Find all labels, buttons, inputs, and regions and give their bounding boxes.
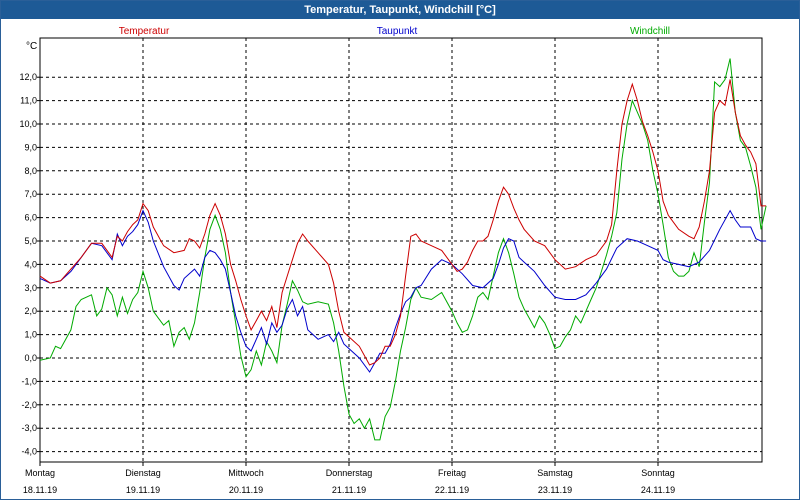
y-tick-label: -4,0 [21, 447, 37, 457]
y-tick-label: 8,0 [24, 166, 37, 176]
x-tick-date: 19.11.19 [126, 485, 160, 495]
y-tick-label: 11,0 [20, 96, 37, 106]
y-tick-label: 7,0 [24, 189, 37, 199]
series-line-taupunkt [39, 209, 767, 373]
x-tick-weekday: Montag [25, 468, 55, 478]
x-tick-date: 24.11.19 [641, 485, 675, 495]
y-tick-label: -3,0 [21, 423, 37, 433]
plot-area [39, 37, 763, 463]
x-tick-date: 21.11.19 [332, 485, 366, 495]
y-tick-label: 3,0 [24, 283, 37, 293]
y-tick-label: 2,0 [24, 306, 37, 316]
y-tick-label: 5,0 [24, 236, 37, 246]
y-tick-label: -2,0 [21, 400, 37, 410]
x-tick-date: 20.11.19 [229, 485, 263, 495]
y-tick-label: 6,0 [24, 213, 37, 223]
x-tick-date: 23.11.19 [538, 485, 572, 495]
series-line-windchill [39, 58, 767, 441]
y-tick-label: 9,0 [24, 142, 37, 152]
x-ticks: Montag 18.11.19 Dienstag 19.11.19 Mittwoch 20… [23, 462, 675, 495]
y-tick-label: 4,0 [24, 259, 37, 269]
y-tick-label: -1,0 [21, 376, 37, 386]
series-lines [39, 58, 767, 441]
y-tick-label: 10,0 [19, 119, 37, 129]
x-tick-weekday: Freitag [438, 468, 466, 478]
x-tick-weekday: Donnerstag [326, 468, 373, 478]
x-tick-weekday: Dienstag [125, 468, 161, 478]
window-title: Temperatur, Taupunkt, Windchill [°C] [1, 1, 799, 19]
legend-temperatur: Temperatur [119, 26, 170, 37]
y-ticks: 12,0 11,0 10,0 9,0 8,0 7,0 6,0 5,0 4,0 3,0 2,0 1,0 0… [19, 72, 40, 457]
x-tick-weekday: Mittwoch [228, 468, 264, 478]
y-tick-label: 1,0 [24, 330, 37, 340]
legend-taupunkt: Taupunkt [377, 26, 418, 37]
legend-windchill: Windchill [630, 26, 670, 37]
y-tick-label: 12,0 [19, 72, 37, 82]
grid [40, 38, 762, 462]
y-tick-label: 0,0 [24, 353, 37, 363]
x-tick-weekday: Sonntag [641, 468, 675, 478]
x-tick-date: 18.11.19 [23, 485, 57, 495]
series-line-temperatur [39, 79, 767, 366]
y-axis-unit: °C [26, 41, 37, 52]
x-tick-weekday: Samstag [537, 468, 573, 478]
x-tick-date: 22.11.19 [435, 485, 469, 495]
